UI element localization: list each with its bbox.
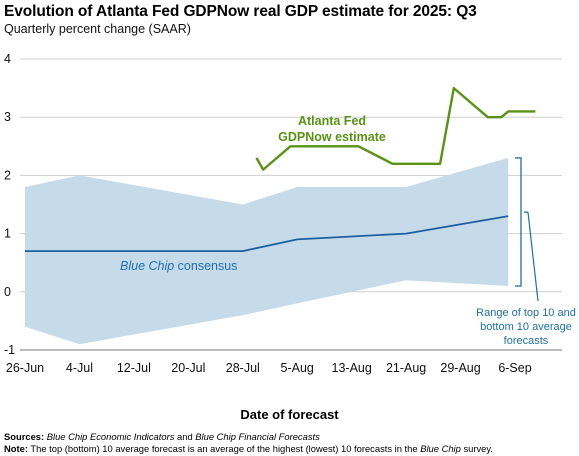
forecast-range-band: [25, 157, 509, 345]
x-tick-label: 12-Jul: [117, 361, 151, 375]
chart-title: Evolution of Atlanta Fed GDPNow real GDP…: [4, 3, 477, 20]
x-axis-title: Date of forecast: [240, 407, 339, 422]
x-tick-label: 4-Jul: [66, 361, 93, 375]
sources-note: Sources: Blue Chip Economic Indicators a…: [4, 431, 320, 442]
range-label: forecasts: [504, 335, 549, 347]
bluechip-consensus-line: [25, 215, 509, 253]
range-leader: [527, 212, 539, 302]
y-tick-label: 2: [4, 168, 11, 182]
y-tick-labels: -1 0 1 2 3 4: [4, 52, 15, 357]
chart-subtitle: Quarterly percent change (SAAR): [4, 22, 191, 36]
y-tick-label: -1: [4, 343, 15, 357]
bluechip-label: Blue Chip consensus: [120, 259, 237, 273]
x-tick-label: 28-Jul: [226, 361, 260, 375]
series-lines: [25, 86, 536, 253]
gdpnow-label: GDPNow estimate: [278, 130, 386, 144]
x-tick-labels: 26-Jun 4-Jul 12-Jul 20-Jul 28-Jul 5-Aug 13-Aug…: [6, 361, 532, 375]
method-note: Note: The top (bottom) 10 average foreca…: [4, 443, 493, 454]
x-tick-label: 29-Aug: [440, 361, 480, 375]
y-tick-label: 1: [4, 227, 11, 241]
range-label: bottom 10 average: [480, 321, 572, 333]
gdpnow-line: [255, 86, 536, 171]
y-tick-label: 4: [4, 52, 11, 66]
footnotes: Sources: Blue Chip Economic Indicators a…: [4, 431, 493, 455]
gdpnow-label: Atlanta Fed: [298, 114, 366, 128]
range-band: [25, 157, 509, 345]
range-label: Range of top 10 and: [476, 307, 576, 319]
range-bracket: [515, 157, 522, 287]
x-tick-label: 5-Aug: [281, 361, 314, 375]
annotations: Atlanta Fed GDPNow estimate Blue Chip cons…: [120, 114, 576, 347]
y-tick-label: 0: [4, 285, 11, 299]
x-tick-label: 6-Sep: [498, 361, 531, 375]
x-tick-label: 13-Aug: [332, 361, 372, 375]
x-tick-label: 21-Aug: [386, 361, 426, 375]
y-tick-label: 3: [4, 110, 11, 124]
x-tick-label: 26-Jun: [6, 361, 44, 375]
x-tick-label: 20-Jul: [171, 361, 205, 375]
